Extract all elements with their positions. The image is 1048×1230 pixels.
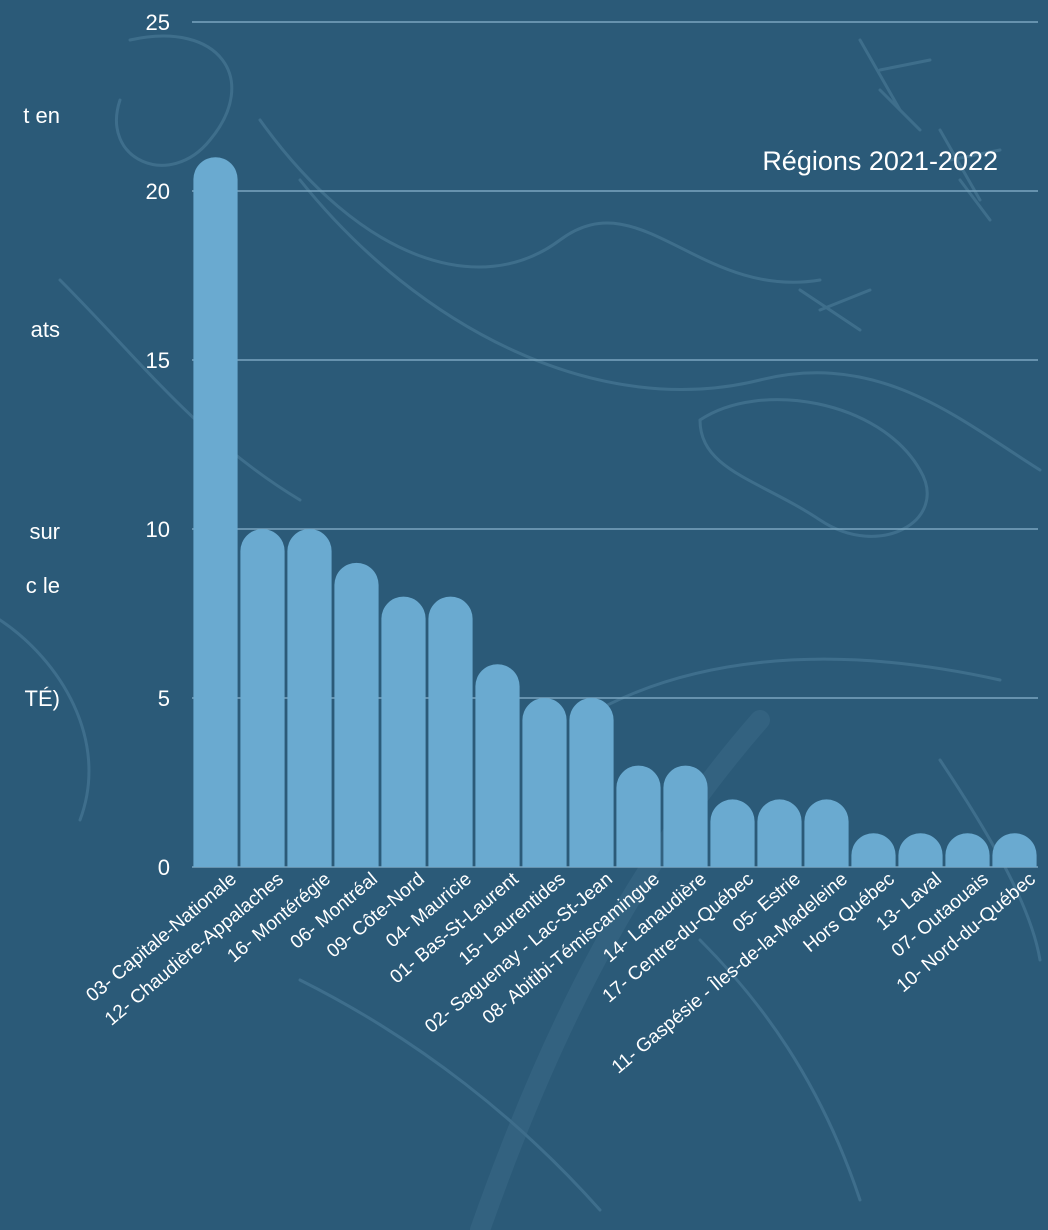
y-tick-label: 15 — [146, 348, 170, 373]
side-text-fragment: sur — [29, 519, 60, 544]
bar — [945, 833, 990, 867]
bars — [193, 157, 1037, 867]
bar — [475, 664, 520, 867]
bar — [240, 529, 285, 867]
side-text-fragment: c le — [25, 573, 60, 598]
x-tick-label: 12- Chaudière-Appalaches — [101, 869, 288, 1030]
y-tick-label: 10 — [146, 517, 170, 542]
bar — [287, 529, 332, 867]
bar — [569, 698, 614, 867]
y-tick-label: 20 — [146, 179, 170, 204]
y-tick-label: 0 — [158, 855, 170, 880]
bar — [616, 765, 661, 867]
gridlines — [192, 21, 1038, 868]
bar — [663, 765, 708, 867]
bar — [710, 799, 755, 867]
y-axis: 0 5 10 15 20 25 — [146, 10, 170, 880]
bar — [757, 799, 802, 867]
y-tick-label: 5 — [158, 686, 170, 711]
y-tick-label: 25 — [146, 10, 170, 35]
bar — [522, 698, 567, 867]
bar — [381, 596, 426, 867]
bar — [851, 833, 896, 867]
bar — [804, 799, 849, 867]
chart-title: Régions 2021-2022 — [762, 146, 998, 176]
side-text-fragment: TÉ) — [24, 686, 60, 711]
side-text-fragment: ats — [30, 317, 60, 342]
side-text-fragment: t en — [23, 103, 60, 128]
bar — [334, 562, 379, 867]
bar — [898, 833, 943, 867]
bar — [992, 833, 1037, 867]
bar — [193, 157, 238, 867]
bar — [428, 596, 473, 867]
